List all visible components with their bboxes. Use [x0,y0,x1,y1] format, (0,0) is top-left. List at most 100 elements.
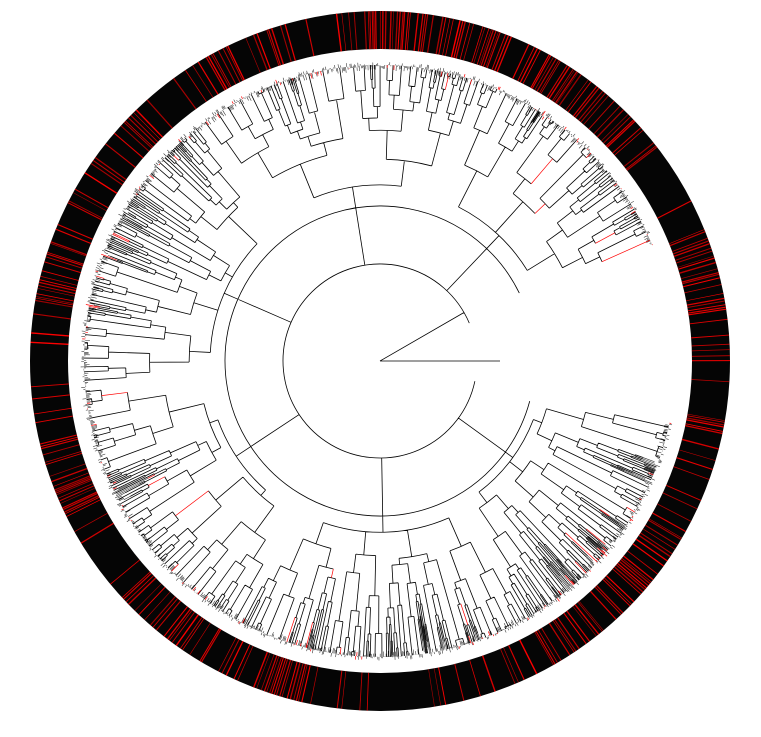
ring-mark [685,423,723,432]
ring-mark [602,579,631,607]
ring-mark [453,20,464,59]
ring-mark [627,550,658,575]
ring-mark [681,438,719,450]
ring-mark [373,11,375,50]
ring-mark [39,279,77,289]
ring-mark [685,424,723,435]
ring-mark [684,284,722,294]
ring-mark [485,31,499,68]
ring-mark [645,524,678,546]
ring-mark [469,659,481,697]
ring-mark [459,22,471,60]
ring-mark [67,202,102,221]
ring-mark [471,26,484,63]
ring-mark [679,261,717,274]
ring-mark [275,658,289,696]
ring-mark [348,12,353,51]
ring-mark [36,293,74,302]
ring-mark [681,271,719,283]
ring-mark [133,112,161,140]
ring-mark [31,332,70,337]
ring-mark [30,341,69,346]
ring-mark [341,13,347,51]
ring-mark [435,16,444,55]
ring-mark [669,231,706,247]
ring-mark [450,20,461,58]
ring-mark [50,242,87,257]
tip-branches [80,62,673,661]
ring-mark [144,591,171,621]
ring-mark [336,670,343,709]
ring-mark [74,512,108,533]
ring-mark [237,645,254,681]
ring-mark [128,577,157,605]
ring-mark [180,617,203,649]
ring-mark [480,29,495,67]
ring-mark [420,13,427,52]
ring-mark [210,54,231,88]
ring-mark [481,655,496,692]
ring-mark [612,127,642,154]
ring-mark [149,596,176,626]
ring-mark [593,105,621,135]
ring-mark [125,120,154,148]
ring-mark [55,478,92,494]
ring-mark [572,606,597,637]
ring-mark [297,664,308,702]
ring-mark [677,255,714,268]
ring-mark [530,54,550,89]
ring-mark [621,557,652,583]
ring-mark [534,631,554,666]
ring-mark [672,237,708,252]
ring-mark [175,614,199,646]
ring-mark [57,223,93,240]
ring-mark [267,29,282,66]
ring-mark [66,499,101,517]
ring-mark [673,243,710,258]
ring-mark [491,34,507,70]
ring-mark [558,74,582,106]
ring-mark [185,69,207,102]
ring-mark [353,11,358,50]
ring-mark [519,639,538,675]
ring-mark [557,617,580,650]
ring-mark [503,647,519,683]
ring-mark [39,434,78,445]
ring-mark [59,485,95,502]
ring-mark [94,157,127,181]
ring-mark [541,627,562,661]
ring-mark [73,192,107,212]
ring-mark [404,12,409,51]
ring-mark [556,72,579,104]
ring-mark [225,46,244,81]
ring-mark [551,68,574,102]
ring-mark [54,475,91,491]
ring-mark [567,81,592,113]
ring-mark [35,296,74,304]
ring-mark [691,334,730,339]
ring-mark [618,560,649,587]
ring-mark [55,476,91,493]
ring-mark [40,436,78,447]
ring-mark [682,273,720,285]
ring-mark [192,65,214,98]
tree-tips [80,62,673,661]
ring-mark [49,463,86,477]
ring-mark [225,641,244,676]
ring-mark [589,590,617,620]
ring-mark [676,457,713,470]
ring-mark [500,648,516,685]
ring-mark [173,77,197,110]
ring-mark [535,630,556,665]
ring-mark [640,532,673,555]
ring-mark [522,49,541,84]
ring-mark [603,116,631,144]
ring-mark [632,543,665,567]
ring-mark [397,11,401,50]
ring-mark [687,413,725,421]
ring-mark [212,53,232,88]
ring-mark [384,11,387,50]
ring-mark [359,672,363,711]
ring-mark [417,13,424,52]
ring-mark [552,620,575,653]
